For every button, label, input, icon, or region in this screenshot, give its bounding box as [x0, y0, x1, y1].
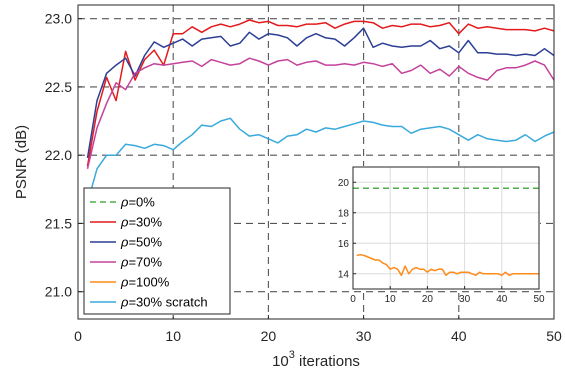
x-tick-label: 50	[546, 328, 562, 344]
legend-label-rho-30-scratch: ρ=30% scratch	[120, 295, 208, 310]
inset-x-tick-label: 20	[422, 294, 434, 305]
y-axis-label: PSNR (dB)	[13, 125, 30, 199]
inset-series-line-rho-100	[356, 253, 539, 277]
inset-grid	[353, 167, 539, 289]
inset-y-tick-label: 18	[338, 208, 350, 219]
y-tick-label: 23.0	[45, 11, 72, 27]
legend-label-rho-50: ρ=50%	[120, 235, 163, 250]
y-tick-label: 22.5	[45, 79, 72, 95]
inset-background	[346, 166, 540, 289]
y-tick-label: 22.0	[45, 147, 72, 163]
x-tick-label: 10	[165, 328, 181, 344]
legend-label-rho-70: ρ=70%	[120, 255, 163, 270]
x-tick-label: 20	[261, 328, 277, 344]
inset-plot-frame	[352, 166, 540, 290]
y-tick-label: 21.5	[45, 215, 72, 231]
legend-label-rho-100: ρ=100%	[120, 275, 170, 290]
main-plot-frame	[77, 4, 555, 320]
inset-x-tick-label: 40	[496, 294, 508, 305]
inset-y-tick-label: 14	[338, 269, 350, 280]
inset-y-tick-label: 16	[338, 239, 350, 250]
legend-label-rho-0: ρ=0%	[120, 195, 155, 210]
x-axis-label: 103 iterations	[272, 349, 360, 370]
main-axis-ticks: 0 10 20 30 40 50 21.0 21.5 22.0 22.5 23.0	[45, 11, 562, 344]
legend: ρ=0% ρ=30% ρ=50% ρ=70% ρ=100% ρ=30% scratch	[83, 187, 231, 315]
series-line-rho-50	[86, 27, 555, 159]
inset-x-tick-label: 10	[385, 294, 397, 305]
series-line-rho-30	[86, 19, 555, 167]
legend-box	[83, 187, 231, 315]
inset-axis-ticks: 0 10 20 30 40 50 14 16 18 20	[338, 178, 545, 305]
x-tick-label: 0	[74, 328, 82, 344]
inset-chart: 0 10 20 30 40 50 14 16 18 20	[338, 166, 545, 305]
y-tick-label: 21.0	[45, 284, 72, 300]
inset-y-tick-label: 20	[338, 178, 350, 189]
inset-x-tick-label: 30	[459, 294, 471, 305]
legend-label-rho-30: ρ=30%	[120, 215, 163, 230]
series-line-rho-70	[86, 57, 555, 169]
inset-x-tick-label: 0	[350, 294, 356, 305]
series-line-rho-30-scratch	[86, 117, 555, 204]
inset-series	[353, 187, 539, 277]
inset-x-tick-label: 50	[533, 294, 545, 305]
x-tick-label: 30	[356, 328, 372, 344]
main-series	[86, 19, 555, 204]
x-tick-label: 40	[451, 328, 467, 344]
